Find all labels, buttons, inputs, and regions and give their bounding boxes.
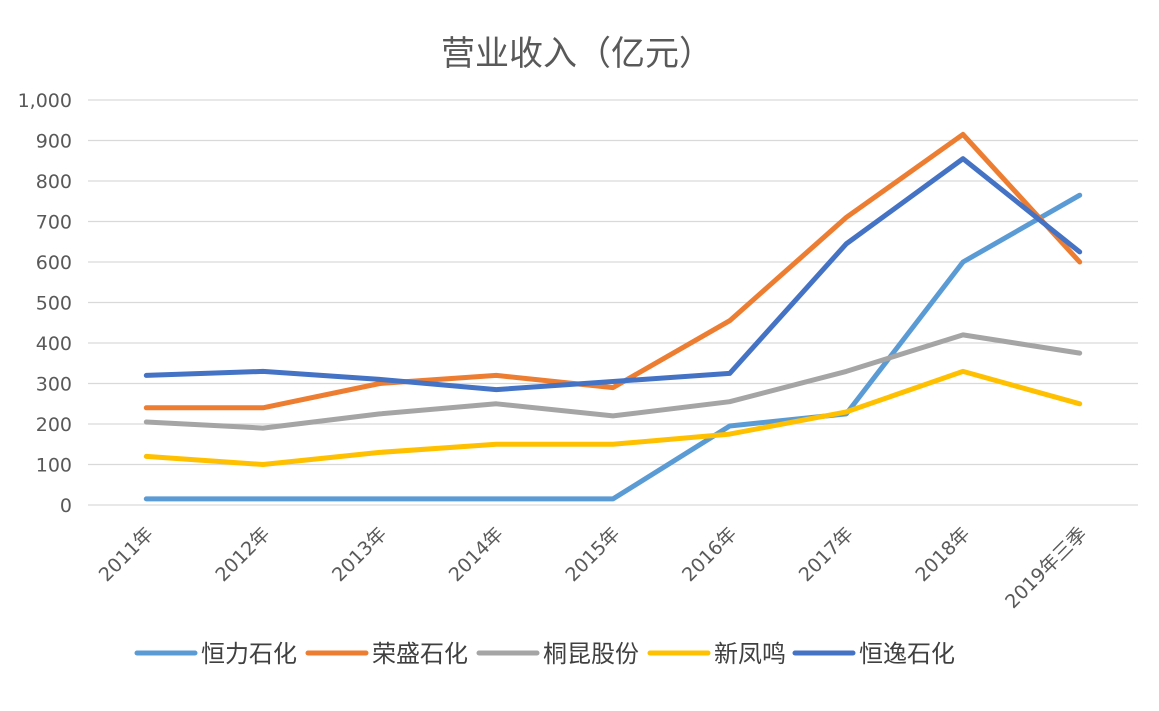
legend-label: 新凤鸣 bbox=[714, 640, 786, 668]
series-line bbox=[143, 368, 1083, 467]
series-line bbox=[143, 131, 1083, 411]
y-axis-tick-labels: 0 100 200 300 400 500 600 700 800 900 1,000 bbox=[18, 90, 72, 517]
y-tick-label: 100 bbox=[36, 455, 72, 477]
series-line bbox=[143, 192, 1083, 502]
chart-title: 营业收入（亿元） bbox=[441, 34, 713, 74]
legend-label: 桐昆股份 bbox=[543, 640, 639, 668]
y-tick-label: 500 bbox=[36, 293, 72, 315]
y-tick-label: 400 bbox=[36, 333, 72, 355]
y-tick-label: 300 bbox=[36, 374, 72, 396]
y-tick-label: 200 bbox=[36, 414, 72, 436]
legend-label: 荣盛石化 bbox=[372, 640, 468, 668]
legend-label: 恒逸石化 bbox=[859, 640, 955, 668]
y-tick-label: 1,000 bbox=[18, 90, 72, 112]
y-tick-label: 700 bbox=[36, 212, 72, 234]
legend-label: 恒力石化 bbox=[201, 640, 297, 668]
legend: 恒力石化 荣盛石化 桐昆股份 新凤鸣 恒逸石化 bbox=[134, 640, 955, 668]
y-tick-label: 600 bbox=[36, 252, 72, 274]
y-tick-label: 800 bbox=[36, 171, 72, 193]
y-tick-label: 0 bbox=[60, 495, 72, 517]
series-lines bbox=[143, 131, 1083, 502]
series-line bbox=[143, 156, 1083, 393]
y-tick-label: 900 bbox=[36, 131, 72, 153]
series-line bbox=[143, 332, 1083, 431]
